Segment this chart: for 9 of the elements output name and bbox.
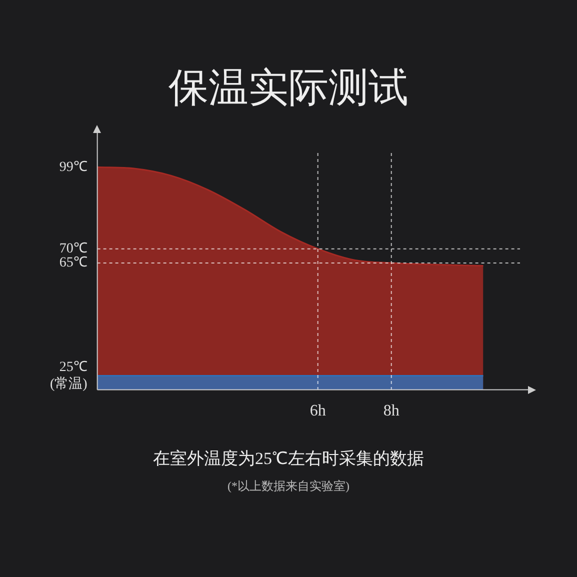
y-tick-label: 25℃ (常温)	[50, 360, 88, 392]
text: (*以上数据来自实验室)	[226, 478, 350, 495]
y-tick-label: 70℃	[59, 242, 88, 257]
text: 在室外温度为25℃左右时采集的数据	[152, 448, 425, 470]
x-tick-label: 8h	[383, 402, 400, 420]
x-tick-label: 6h	[310, 402, 326, 420]
y-tick-label: 99℃	[59, 160, 88, 175]
chart-title: 保温实际测试	[168, 64, 410, 112]
y-tick-label: 65℃	[59, 256, 88, 271]
